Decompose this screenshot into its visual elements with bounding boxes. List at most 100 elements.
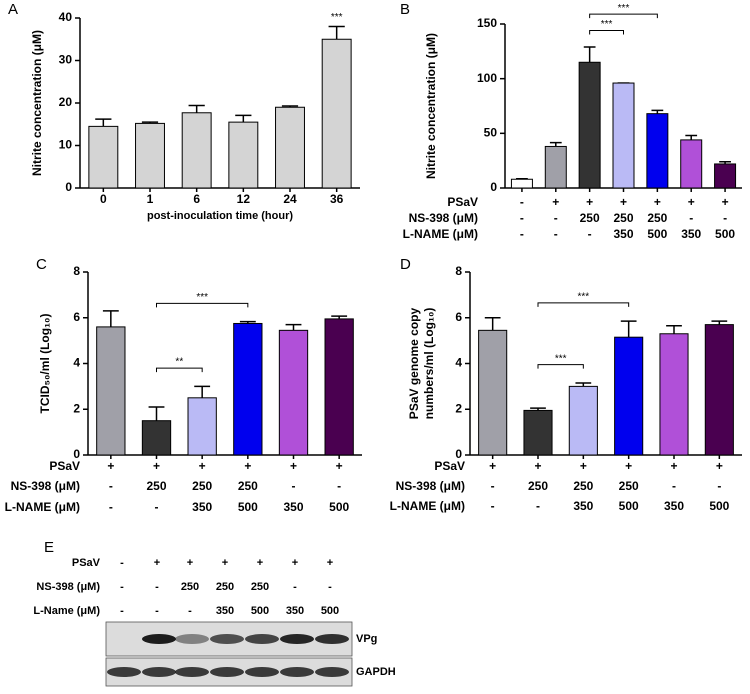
- x-axis-label: post-inoculation time (hour): [147, 210, 293, 222]
- treatment-cell: +: [107, 459, 114, 473]
- treatment-cell: +: [327, 557, 333, 569]
- treatment-cell: +: [625, 459, 632, 473]
- y-axis-label: numbers/ml (Log₁₀): [422, 308, 436, 420]
- bar: [278, 329, 309, 456]
- treatment-cell: 250: [647, 211, 667, 225]
- error-bar: [620, 320, 637, 338]
- treatment-cell: 500: [329, 500, 349, 514]
- y-tick-label: 6: [73, 310, 80, 324]
- y-tick-label: 6: [455, 310, 462, 324]
- y-tick-label: 150: [477, 16, 497, 30]
- treatment-name: PSaV: [447, 195, 478, 209]
- bar: [578, 61, 601, 189]
- treatment-cell: -: [155, 581, 159, 593]
- treatment-cell: -: [155, 500, 159, 514]
- error-bar: [711, 320, 728, 325]
- treatment-cell: -: [723, 211, 727, 225]
- bar: [646, 113, 669, 189]
- treatment-cell: -: [588, 227, 592, 241]
- blot-band: [142, 634, 176, 644]
- error-bar: [328, 25, 345, 40]
- bar: [614, 336, 644, 456]
- x-tick-label: 36: [330, 192, 344, 206]
- treatment-cell: 250: [146, 479, 166, 493]
- treatment-cell: 350: [192, 500, 212, 514]
- treatment-cell: 500: [715, 227, 735, 241]
- treatment-cell: 350: [613, 227, 633, 241]
- significance-label: ***: [555, 353, 567, 364]
- bar: [96, 326, 126, 456]
- error-bar: [549, 141, 562, 147]
- significance-bracket: [537, 302, 630, 307]
- y-tick-label: 8: [455, 264, 462, 278]
- bar: [233, 322, 263, 456]
- y-tick-label: 4: [455, 356, 462, 370]
- bar: [680, 139, 703, 189]
- blot-band: [245, 634, 279, 644]
- treatment-cell: 350: [573, 499, 593, 513]
- treatment-cell: 250: [181, 581, 199, 593]
- treatment-cell: -: [337, 479, 341, 493]
- treatment-cell: +: [552, 195, 559, 209]
- treatment-cell: -: [328, 581, 332, 593]
- blot-band: [175, 634, 209, 644]
- treatment-cell: +: [716, 459, 723, 473]
- panel-letter: A: [8, 1, 18, 18]
- treatment-cell: -: [292, 479, 296, 493]
- blot-band: [245, 667, 279, 677]
- treatment-name: L-Name (μM): [33, 605, 100, 617]
- panel-letter: D: [400, 256, 411, 273]
- treatment-cell: +: [292, 557, 298, 569]
- bar: [704, 324, 734, 456]
- treatment-name: L-NAME (μM): [390, 499, 465, 513]
- treatment-cell: +: [153, 459, 160, 473]
- bar: [321, 38, 352, 189]
- bar: [544, 145, 567, 189]
- panel-letter: E: [44, 539, 54, 556]
- treatment-name: NS-398 (μM): [11, 479, 80, 493]
- bar: [181, 112, 212, 189]
- blot-band: [107, 667, 141, 677]
- treatment-cell: +: [290, 459, 297, 473]
- treatment-cell: -: [293, 581, 297, 593]
- treatment-cell: -: [520, 195, 524, 209]
- treatment-cell: +: [586, 195, 593, 209]
- error-bar: [666, 325, 682, 334]
- treatment-cell: +: [187, 557, 193, 569]
- treatment-name: L-NAME (μM): [403, 227, 478, 241]
- bar: [659, 333, 689, 456]
- treatment-cell: 250: [528, 479, 548, 493]
- error-bar: [285, 323, 302, 331]
- error-bar: [148, 406, 165, 421]
- treatment-cell: -: [536, 499, 540, 513]
- treatment-cell: -: [520, 227, 524, 241]
- bar: [187, 397, 217, 456]
- treatment-cell: +: [489, 459, 496, 473]
- significance-bracket: [589, 13, 658, 19]
- treatment-name: PSaV: [72, 557, 101, 569]
- blot-band: [315, 667, 349, 677]
- treatment-cell: +: [257, 557, 263, 569]
- significance-bracket: [589, 30, 624, 35]
- error-bar: [235, 114, 252, 123]
- blot-band: [210, 667, 244, 677]
- significance-label: ***: [601, 19, 613, 30]
- treatment-cell: -: [554, 227, 558, 241]
- significance-label: ***: [577, 292, 589, 303]
- x-tick-label: 24: [283, 192, 297, 206]
- blot-band: [210, 634, 244, 644]
- y-axis-label: Nitrite concentration (μM): [30, 30, 44, 176]
- treatment-cell: -: [491, 479, 495, 493]
- treatment-cell: 500: [647, 227, 667, 241]
- y-tick-label: 10: [59, 138, 73, 152]
- treatment-cell: 500: [321, 605, 339, 617]
- y-tick-label: 40: [59, 10, 73, 24]
- treatment-cell: 350: [283, 500, 303, 514]
- treatment-cell: -: [520, 211, 524, 225]
- significance-bracket: [156, 302, 249, 308]
- blot-band: [280, 667, 314, 677]
- y-tick-label: 0: [73, 447, 80, 461]
- blot-band: [315, 634, 349, 644]
- treatment-name: PSaV: [434, 459, 465, 473]
- y-tick-label: 30: [59, 53, 73, 67]
